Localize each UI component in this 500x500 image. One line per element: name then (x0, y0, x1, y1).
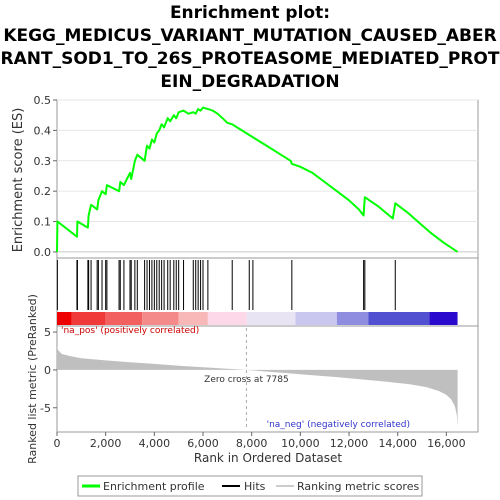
legend-label-hits: Hits (244, 480, 266, 493)
positive-correlation-label: 'na_pos' (positively correlated) (61, 326, 199, 336)
colorbar-segment (368, 312, 430, 325)
colorbar-segment (178, 312, 208, 325)
x-axis-label: Rank in Ordered Dataset (194, 451, 342, 465)
rank-y-tick-label: 0 (44, 364, 51, 377)
colorbar-segment (57, 312, 72, 325)
legend-label-ranking-metric: Ranking metric scores (297, 480, 419, 493)
es-panel: 0.0 0.1 0.2 0.3 0.4 0.5 Enrichment score (ES) (11, 94, 479, 259)
es-y-tick-label: 0.1 (34, 216, 52, 229)
title-line-2: KEGG_MEDICUS_VARIANT_MUTATION_CAUSED_ABE… (3, 26, 497, 46)
rank-panel: 5 0 -5 Zero cross at 7785 'na_pos' (positi… (26, 294, 479, 464)
rank-y-axis-label: Ranked list metric (PreRanked) (26, 294, 39, 464)
rank-colorbar (57, 312, 458, 325)
rank-y-ticks: 5 0 -5 (40, 326, 57, 415)
hits-panel (56, 257, 479, 327)
colorbar-segment (429, 312, 458, 325)
es-y-tick-label: 0.0 (34, 246, 52, 259)
title-line-1: Enrichment plot: (169, 3, 331, 23)
x-tick-label: 12,000 (330, 437, 369, 450)
colorbar-segment (105, 312, 143, 325)
x-tick-label: 8,000 (236, 437, 268, 450)
colorbar-segment (142, 312, 179, 325)
es-enrichment-line (56, 106, 459, 253)
colorbar-segment (336, 312, 369, 325)
x-tick-label: 10,000 (281, 437, 320, 450)
x-tick-label: 14,000 (378, 437, 417, 450)
x-tick-label: 0 (54, 437, 61, 450)
negative-correlation-label: 'na_neg' (negatively correlated) (267, 420, 410, 430)
es-y-tick-label: 0.5 (34, 94, 52, 107)
legend: Enrichment profile Hits Ranking metric s… (77, 475, 423, 497)
x-tick-label: 2,000 (90, 437, 122, 450)
es-y-tick-label: 0.4 (34, 124, 52, 137)
rank-y-tick-label: -5 (40, 402, 51, 415)
es-y-tick-label: 0.2 (34, 185, 52, 198)
colorbar-segment (295, 312, 337, 325)
title-line-4: EIN_DEGRADATION (160, 72, 340, 92)
zero-cross-label: Zero cross at 7785 (204, 375, 289, 385)
colorbar-segment (207, 312, 247, 325)
es-y-ticks: 0.0 0.1 0.2 0.3 0.4 0.5 (34, 94, 57, 259)
x-tick-label: 16,000 (427, 437, 466, 450)
ranked-metric-area (57, 345, 458, 427)
rank-y-tick-label: 5 (44, 326, 51, 339)
x-ticks: 0 2,000 4,000 6,000 8,000 10,000 12,000 14,000 1… (54, 432, 466, 450)
legend-frame (77, 475, 423, 497)
es-y-tick-label: 0.3 (34, 155, 52, 168)
legend-label-enrichment-profile: Enrichment profile (103, 480, 205, 493)
x-tick-label: 4,000 (139, 437, 171, 450)
hit-marks (56, 260, 396, 310)
es-grid (57, 99, 478, 253)
es-panel-frame (56, 99, 479, 259)
chart-title: Enrichment plot: KEGG_MEDICUS_VARIANT_MU… (0, 2, 500, 94)
x-tick-label: 6,000 (187, 437, 219, 450)
colorbar-segment (246, 312, 296, 325)
es-y-axis-label: Enrichment score (ES) (11, 108, 26, 253)
rank-panel-frame (56, 325, 479, 433)
title-line-3: RANT_SOD1_TO_26S_PROTEASOME_MEDIATED_PRO… (0, 49, 500, 69)
colorbar-segment (71, 312, 106, 325)
